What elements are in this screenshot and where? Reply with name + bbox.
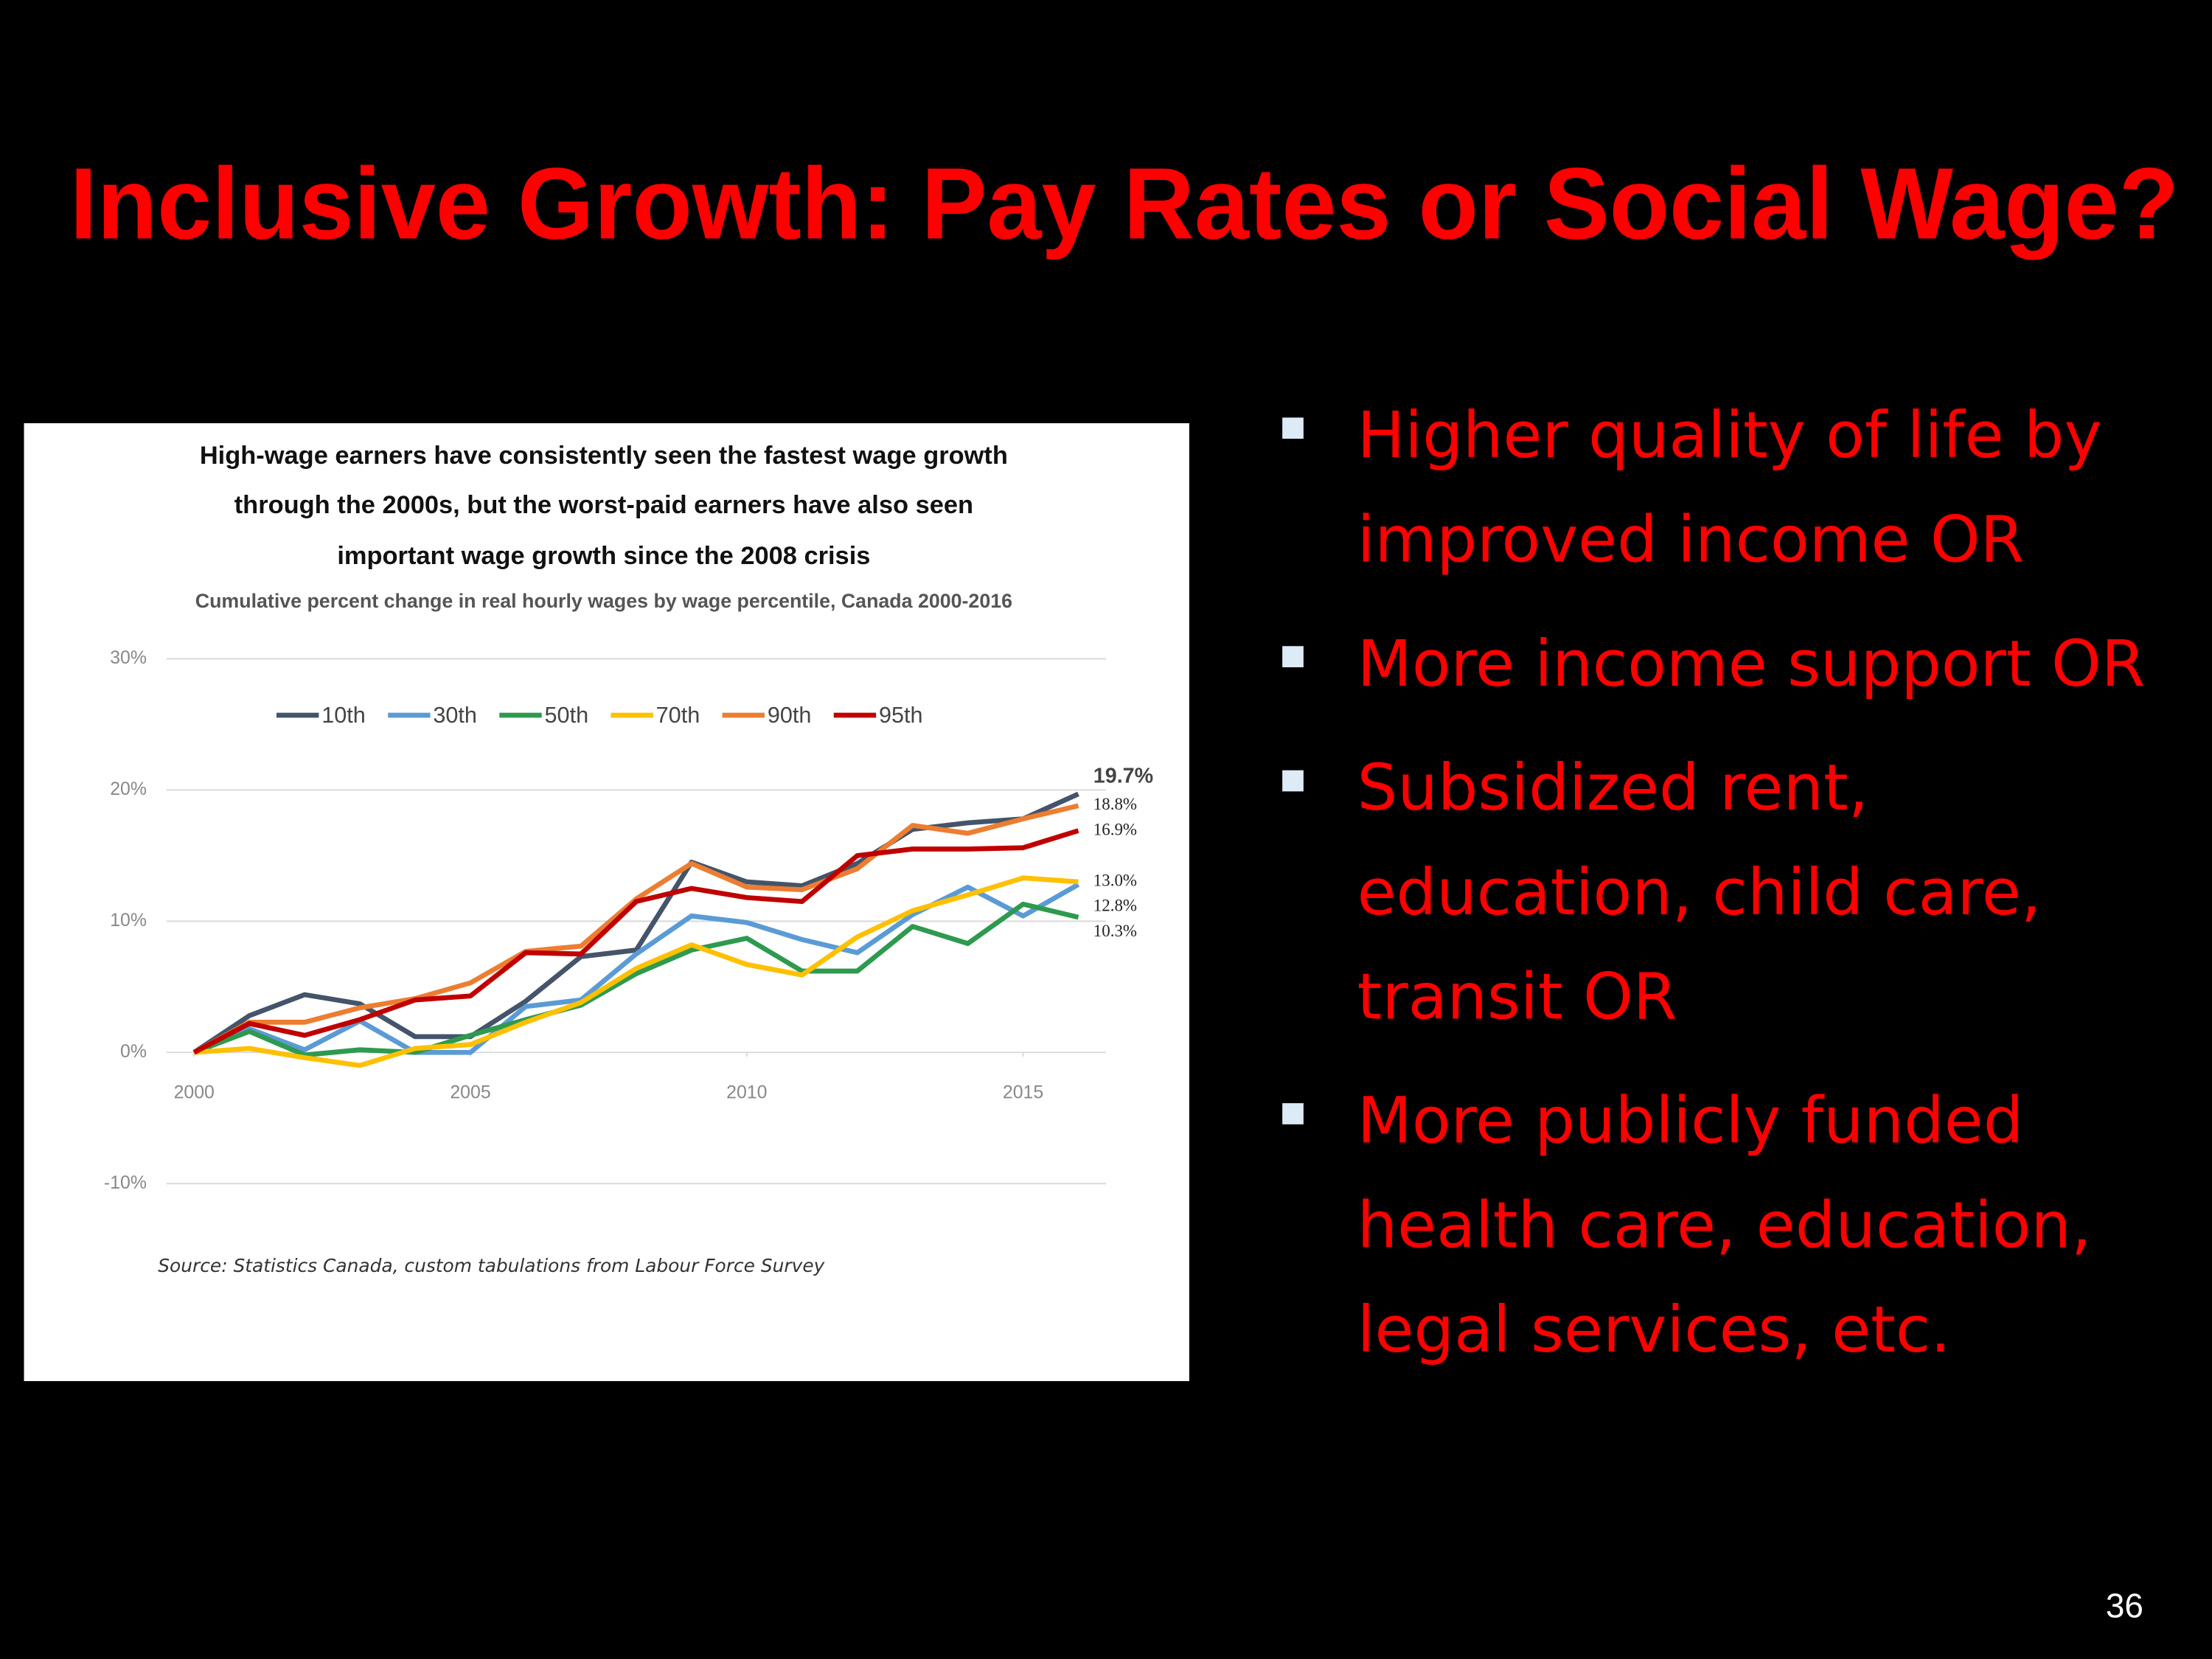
y-tick-label: 20%: [110, 779, 147, 799]
value-label: 18.8%: [1093, 795, 1137, 813]
x-tick-label: 2005: [450, 1082, 490, 1102]
series-line: [194, 875, 1079, 1068]
chart-title: important wage growth since the 2008 cri…: [337, 542, 870, 570]
legend-label: 50th: [545, 703, 589, 728]
series-line: [192, 803, 1079, 1055]
bullet: More income support OR: [1277, 612, 2180, 717]
legend-label: 10th: [321, 703, 366, 728]
page-number: 36: [2106, 1586, 2143, 1624]
bullet: Higher quality of life by improved incom…: [1277, 383, 2180, 592]
slide-title: Inclusive Growth: Pay Rates or Social Wa…: [70, 147, 2179, 260]
value-label: 19.7%: [1093, 764, 1153, 787]
bullet: More publicly funded health care, educat…: [1277, 1069, 2180, 1382]
x-tick-label: 2010: [726, 1082, 767, 1102]
chart-source: Source: Statistics Canada, custom tabula…: [158, 1255, 824, 1276]
series-line: [193, 901, 1079, 1058]
y-tick-label: 10%: [110, 910, 147, 931]
y-tick-label: 0%: [120, 1041, 147, 1062]
value-label: 10.3%: [1093, 922, 1137, 940]
x-tick-label: 2000: [174, 1082, 215, 1102]
value-label: 13.0%: [1093, 871, 1137, 889]
bullet-list: Higher quality of life by improved incom…: [1277, 383, 2180, 1402]
y-tick-label: 30%: [110, 647, 147, 668]
legend-label: 30th: [433, 703, 477, 728]
chart-title: High-wage earners have consistently seen…: [200, 442, 1008, 470]
bullet: Subsidized rent, education, child care, …: [1277, 737, 2180, 1050]
x-tick-label: 2015: [1003, 1082, 1043, 1102]
y-tick-label: -10%: [104, 1172, 147, 1193]
series-line: [192, 828, 1079, 1055]
chart-title: through the 2000s, but the worst-paid ea…: [234, 491, 973, 519]
legend-label: 90th: [768, 703, 812, 728]
value-label: 16.9%: [1093, 820, 1137, 838]
legend-label: 70th: [656, 703, 700, 728]
legend-label: 95th: [879, 703, 923, 728]
chart-subtitle: Cumulative percent change in real hourly…: [195, 590, 1012, 612]
value-label: 12.8%: [1093, 897, 1137, 915]
